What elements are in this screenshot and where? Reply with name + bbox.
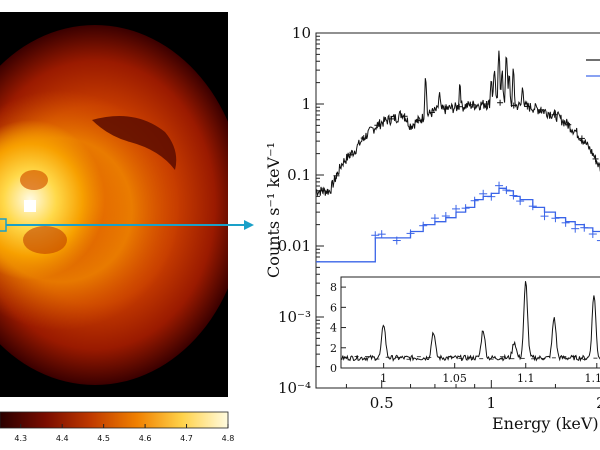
y-tick-label: 10⁻⁴ <box>278 379 311 397</box>
colorbar-tick-label: 4.8 <box>222 434 235 443</box>
y-tick-label: 10⁻³ <box>278 308 311 326</box>
inset-y-tick-label: 0 <box>330 362 337 375</box>
y-tick-label: 10 <box>292 24 311 42</box>
colorbar-tick-label: 4.7 <box>180 434 193 443</box>
y-tick-label: 0.1 <box>287 166 311 184</box>
inset-x-tick-label: 1.1 <box>517 372 535 385</box>
map-bright-pixel <box>24 200 36 212</box>
inset-y-tick-label: 4 <box>330 322 337 335</box>
inset-series-line <box>341 281 600 363</box>
inset-x-tick-label: 1.05 <box>442 372 467 385</box>
spectrum-frame <box>315 32 600 389</box>
colorbar: 4.3 4.4 4.5 4.6 4.7 4.8 <box>0 411 235 443</box>
inset-y-tick-label: 8 <box>330 281 337 294</box>
x-tick-label: 0.5 <box>370 394 394 412</box>
inset-frame <box>340 276 600 369</box>
y-tick-label: 0.01 <box>278 237 311 255</box>
inset-y-tick-label: 2 <box>330 342 337 355</box>
series-black-line <box>316 50 600 198</box>
x-tick-label: 1 <box>487 394 497 412</box>
colorbar-tick-label: 4.3 <box>14 434 27 443</box>
xray-image-map <box>0 12 228 397</box>
inset-x-tick-label: 1.15 <box>585 372 600 385</box>
y-tick-label: 1 <box>301 95 311 113</box>
colorbar-tick-label: 4.6 <box>139 434 152 443</box>
map-dark-spot <box>20 170 48 190</box>
map-cavity <box>92 116 177 170</box>
inset-plot: 0 2 4 6 8 1 1.05 1.1 1.15 <box>330 276 600 385</box>
colorbar-tick-label: 4.5 <box>97 434 110 443</box>
map-dark-patch <box>23 226 67 254</box>
colorbar-tick-label: 4.4 <box>56 434 69 443</box>
series-blue-model <box>316 187 600 263</box>
colorbar-gradient <box>0 411 229 429</box>
x-axis-title: Energy (keV) <box>492 414 599 433</box>
inset-x-tick-label: 1 <box>380 372 387 385</box>
y-axis-title: Counts s⁻¹ keV⁻¹ <box>264 142 283 278</box>
inset-y-tick-label: 6 <box>330 301 337 314</box>
x-tick-label: 2 <box>596 394 600 412</box>
